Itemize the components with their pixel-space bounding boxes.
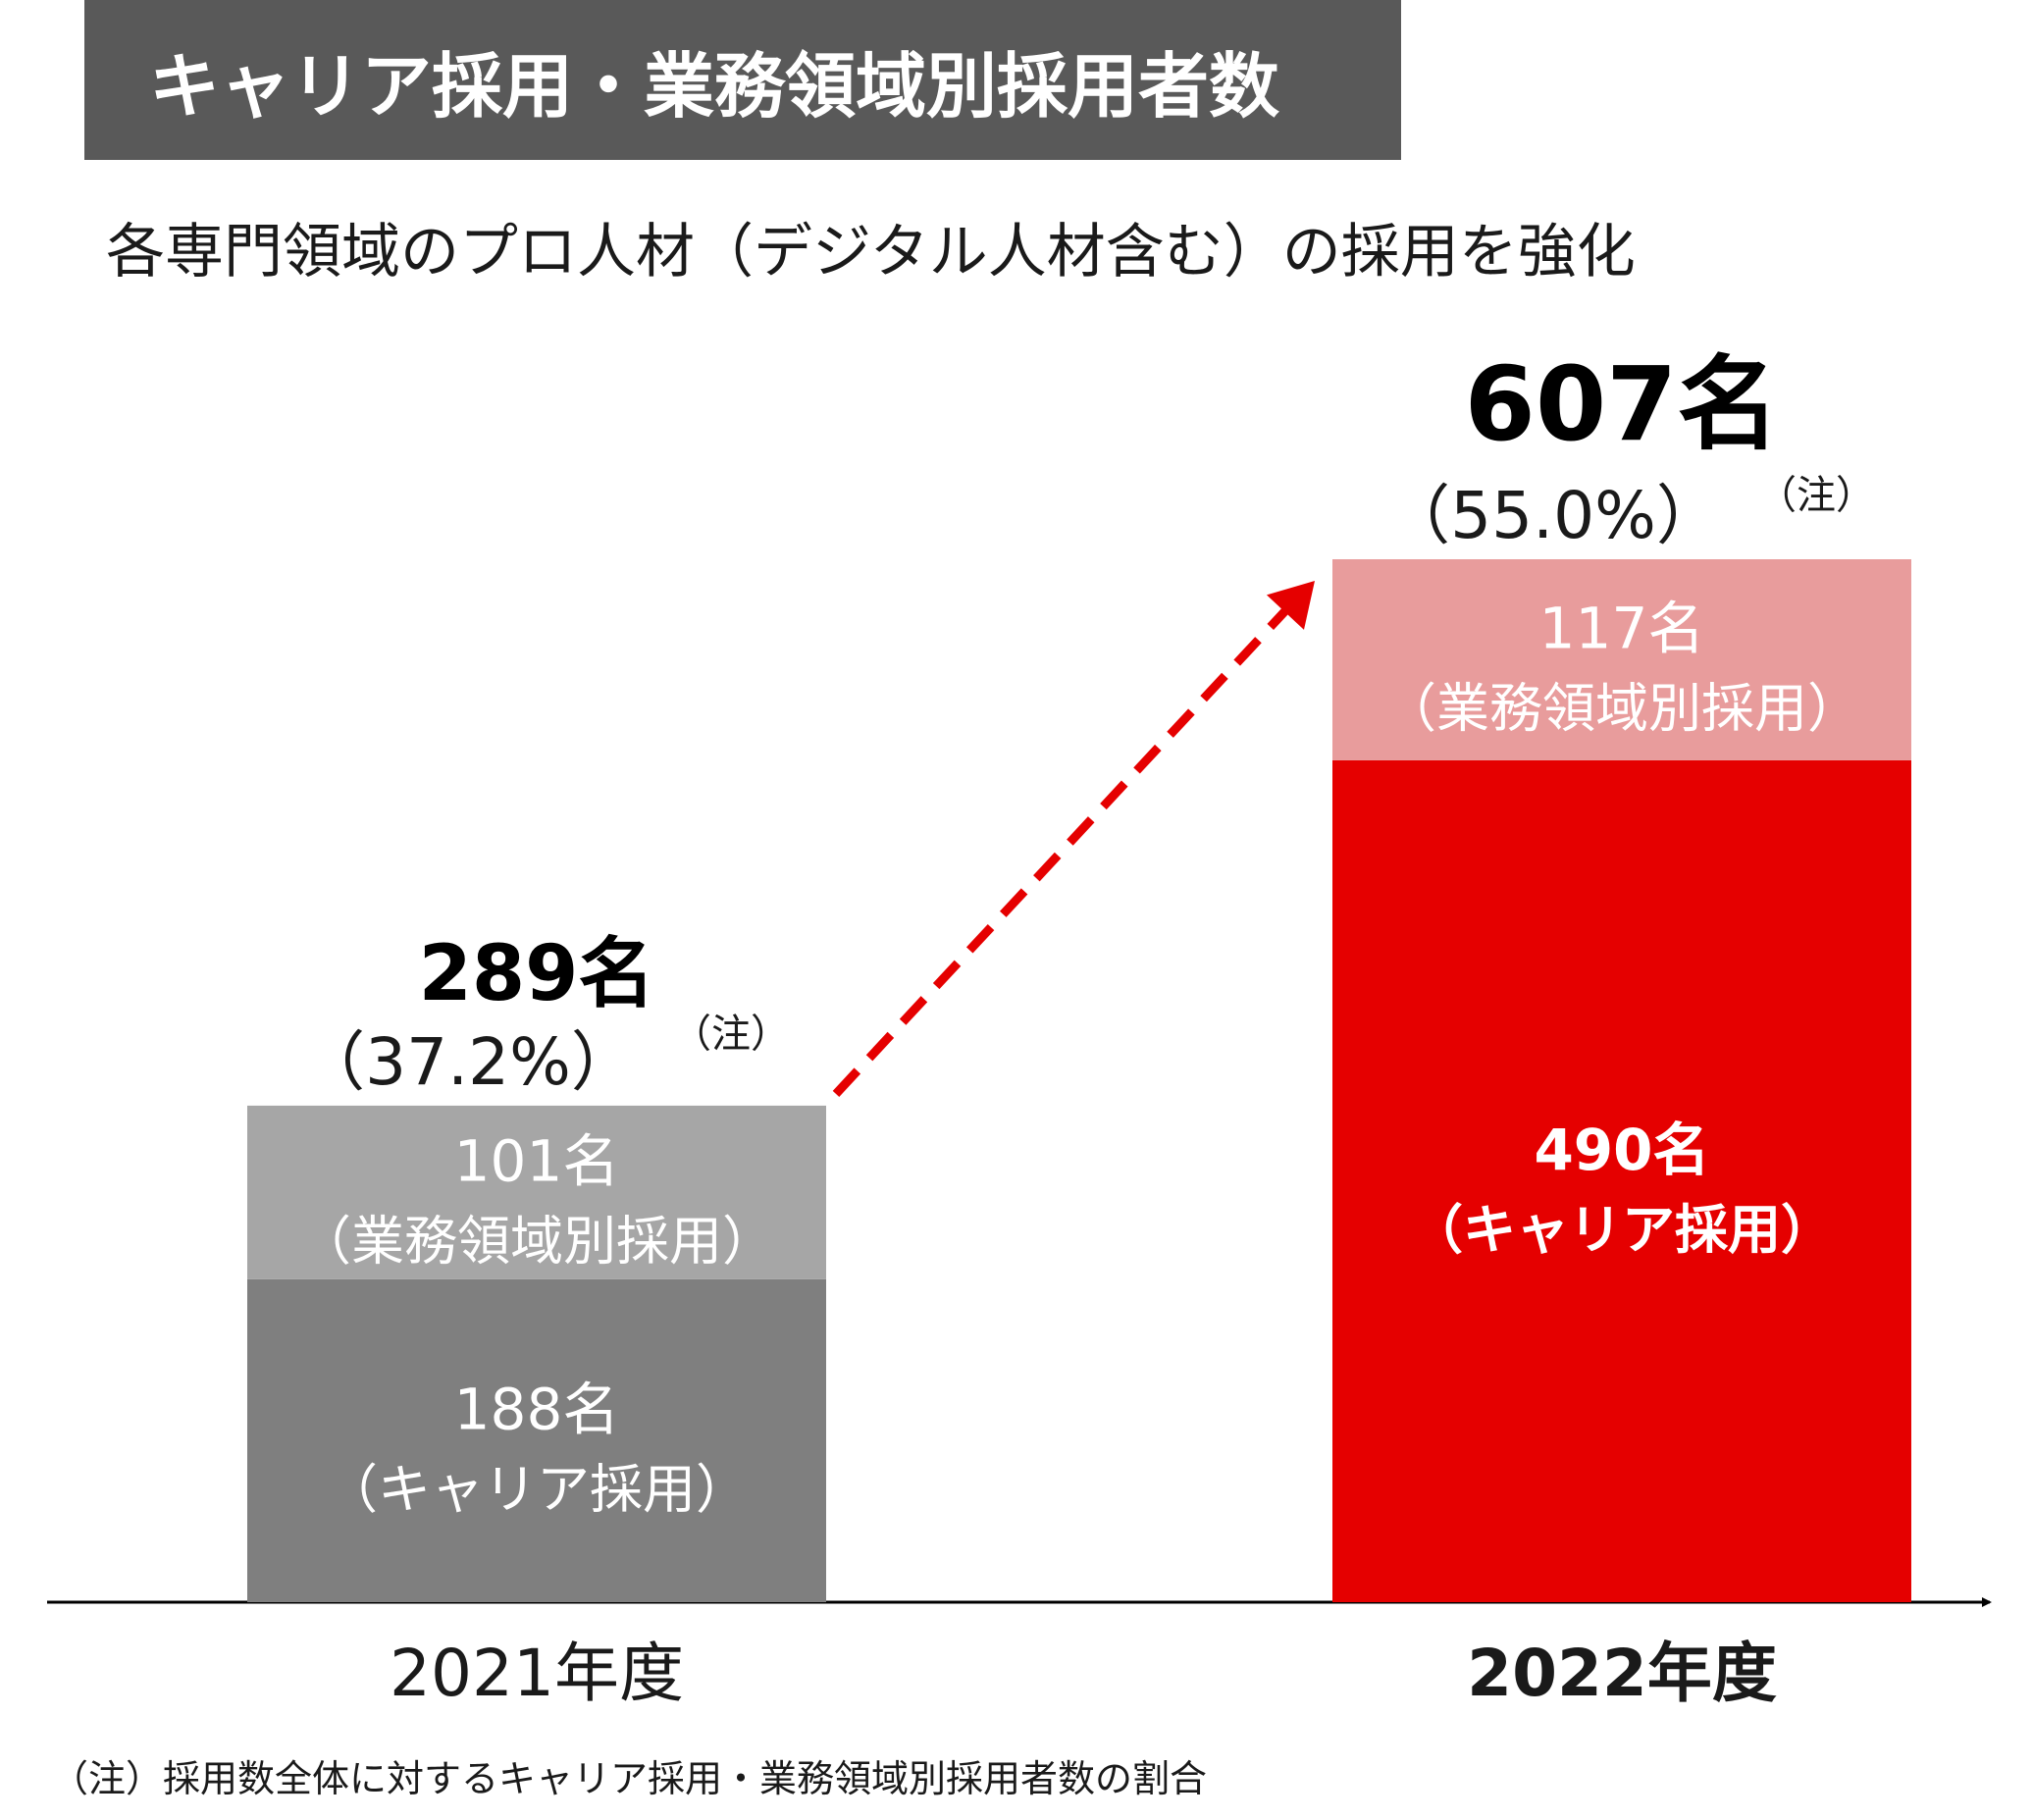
bar-total-label: 289名 — [419, 930, 655, 1018]
segment-value-label: 117名 — [1539, 595, 1705, 661]
footnote: （注）採用数全体に対するキャリア採用・業務領域別採用者数の割合 — [51, 1757, 1208, 1800]
segment-value-label: 188名 — [454, 1376, 620, 1442]
note-mark: （注） — [672, 1012, 790, 1057]
segment-name-label: （業務領域別採用） — [1383, 677, 1860, 739]
chart-title: キャリア採用・業務領域別採用者数 — [84, 0, 1401, 160]
bar-segment-2021-domain — [247, 1105, 826, 1279]
note-mark: （注） — [1757, 473, 1875, 518]
x-tick-label: 2022年度 — [1467, 1636, 1777, 1711]
bar-segment-2021-career — [247, 1278, 826, 1602]
segment-name-label: （キャリア採用） — [1410, 1199, 1834, 1261]
segment-name-label: （キャリア採用） — [325, 1458, 749, 1520]
bar-total-label: 607名 — [1464, 344, 1779, 464]
growth-arrow-line — [832, 598, 1297, 1097]
bar-segment-2022-domain — [1332, 559, 1911, 760]
segment-value-label: 101名 — [454, 1127, 620, 1194]
stacked-bar-chart: 188名 （キャリア採用） 101名 （業務領域別採用） 289名（37.2%） （注） 2… — [47, 344, 1992, 1711]
x-tick-label: 2021年度 — [390, 1636, 684, 1711]
chart-subtitle: 各専門領域のプロ人材（デジタル人材含む）の採用を強化 — [106, 218, 1636, 286]
bar-percent-label: （37.2%） — [300, 1024, 636, 1100]
bar-percent-label: （55.0%） — [1385, 478, 1721, 553]
segment-value-label: 490名 — [1534, 1117, 1709, 1183]
bar-segment-2022-career — [1332, 759, 1911, 1602]
growth-arrow-head — [1266, 581, 1315, 630]
segment-name-label: （業務領域別採用） — [298, 1210, 775, 1272]
